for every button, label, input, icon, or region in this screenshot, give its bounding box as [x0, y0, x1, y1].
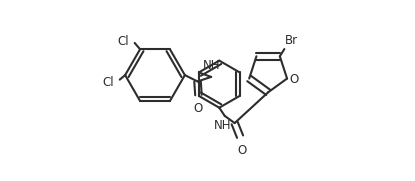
Text: Br: Br — [285, 34, 298, 47]
Text: Cl: Cl — [117, 35, 129, 48]
Text: NH: NH — [203, 59, 221, 72]
Text: NH: NH — [214, 119, 232, 132]
Text: Cl: Cl — [103, 76, 114, 89]
Text: O: O — [289, 73, 298, 86]
Text: O: O — [194, 102, 203, 115]
Text: O: O — [237, 144, 247, 157]
